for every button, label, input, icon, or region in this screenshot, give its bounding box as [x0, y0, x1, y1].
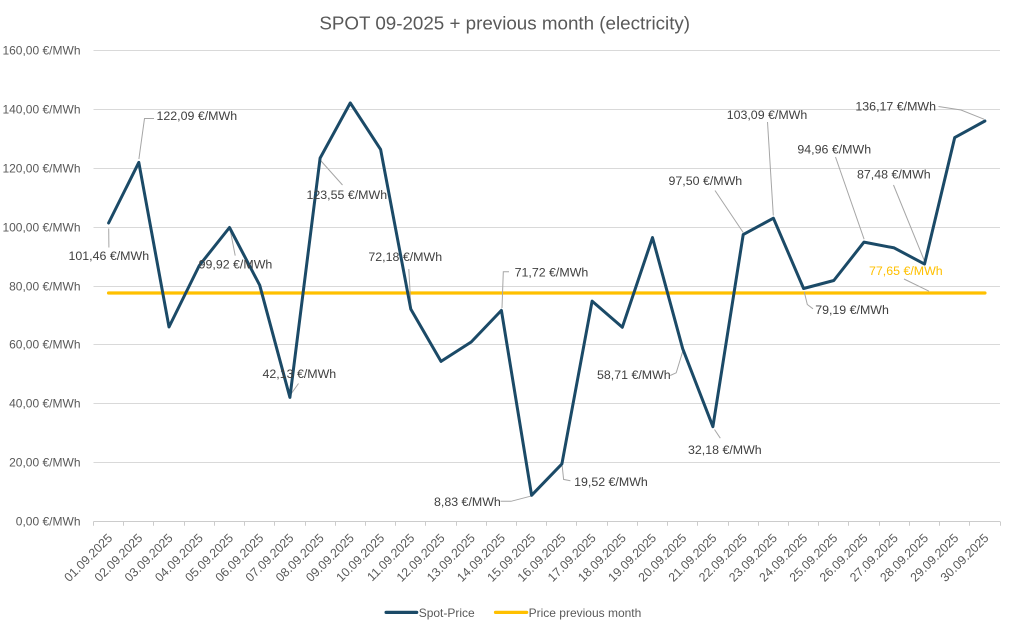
svg-text:SPOT 09-2025 + previous month: SPOT 09-2025 + previous month (electrici… — [319, 13, 690, 34]
svg-text:72,18 €/MWh: 72,18 €/MWh — [368, 250, 442, 264]
svg-text:136,17 €/MWh: 136,17 €/MWh — [855, 99, 936, 113]
svg-text:0,00 €/MWh: 0,00 €/MWh — [16, 515, 81, 529]
svg-text:120,00 €/MWh: 120,00 €/MWh — [2, 162, 80, 176]
svg-text:101,46 €/MWh: 101,46 €/MWh — [69, 249, 150, 263]
svg-text:97,50 €/MWh: 97,50 €/MWh — [669, 174, 743, 188]
svg-text:100,00 €/MWh: 100,00 €/MWh — [2, 221, 80, 235]
svg-text:20,00 €/MWh: 20,00 €/MWh — [9, 456, 80, 470]
svg-text:Spot-Price: Spot-Price — [419, 606, 475, 620]
svg-text:Price previous month: Price previous month — [529, 606, 642, 620]
svg-text:71,72 €/MWh: 71,72 €/MWh — [515, 265, 589, 279]
svg-text:58,71 €/MWh: 58,71 €/MWh — [597, 368, 671, 382]
svg-text:42,13 €/MWh: 42,13 €/MWh — [263, 367, 337, 381]
svg-text:32,18 €/MWh: 32,18 €/MWh — [688, 443, 762, 457]
svg-text:103,09 €/MWh: 103,09 €/MWh — [727, 108, 808, 122]
svg-text:140,00 €/MWh: 140,00 €/MWh — [2, 103, 80, 117]
svg-text:19,52 €/MWh: 19,52 €/MWh — [574, 475, 648, 489]
svg-text:80,00 €/MWh: 80,00 €/MWh — [9, 280, 80, 294]
svg-text:123,55 €/MWh: 123,55 €/MWh — [307, 188, 388, 202]
svg-text:122,09 €/MWh: 122,09 €/MWh — [157, 109, 238, 123]
svg-text:77,65 €/MWh: 77,65 €/MWh — [869, 264, 943, 278]
svg-text:99,92 €/MWh: 99,92 €/MWh — [199, 258, 273, 272]
svg-text:87,48 €/MWh: 87,48 €/MWh — [857, 168, 931, 182]
svg-text:160,00 €/MWh: 160,00 €/MWh — [2, 44, 80, 58]
svg-text:79,19 €/MWh: 79,19 €/MWh — [815, 303, 889, 317]
svg-text:8,83 €/MWh: 8,83 €/MWh — [434, 495, 501, 509]
svg-text:40,00 €/MWh: 40,00 €/MWh — [9, 397, 80, 411]
svg-text:60,00 €/MWh: 60,00 €/MWh — [9, 338, 80, 352]
svg-text:94,96 €/MWh: 94,96 €/MWh — [797, 143, 871, 157]
